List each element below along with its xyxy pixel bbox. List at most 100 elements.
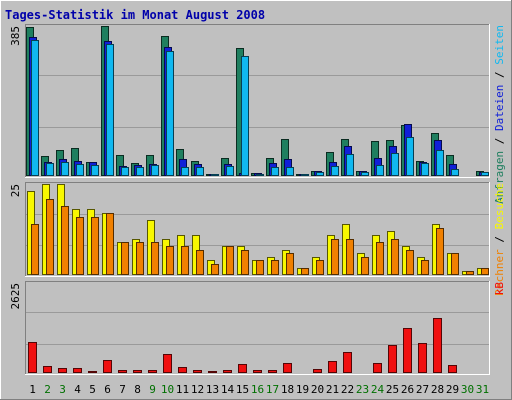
bar-seiten-day-15 (241, 56, 249, 176)
bar-rechner-day-12 (196, 250, 204, 275)
panel-bottom-legend: kB (493, 282, 506, 296)
bar-seiten-day-1 (31, 40, 39, 176)
bar-seiten-day-26 (406, 137, 414, 176)
bar-seiten-day-6 (106, 44, 114, 176)
panel-bottom-background (25, 281, 490, 375)
bar-kb-day-28 (433, 318, 442, 373)
bar-seiten-day-31 (481, 172, 489, 176)
bar-rechner-day-13 (211, 264, 219, 275)
bar-rechner-day-20 (316, 260, 324, 275)
x-tick-label-day-25: 25 (386, 383, 399, 396)
bar-seiten-day-20 (316, 172, 324, 176)
x-tick-label-day-18: 18 (281, 383, 294, 396)
bar-seiten-day-14 (226, 166, 234, 176)
panel-bottom-ymax-label: 2625 (9, 283, 22, 310)
bar-kb-day-14 (223, 370, 232, 373)
x-tick-label-day-1: 1 (29, 383, 36, 396)
bar-seiten-day-5 (91, 165, 99, 176)
bar-kb-day-26 (403, 328, 412, 373)
bar-rechner-day-10 (166, 246, 174, 275)
x-tick-label-day-2: 2 (44, 383, 51, 396)
bar-rechner-day-19 (301, 268, 309, 275)
panel-bottom: 2625 kB (9, 281, 506, 375)
bar-seiten-day-10 (166, 51, 174, 176)
x-tick-label-day-3: 3 (59, 383, 66, 396)
x-tick-label-day-6: 6 (104, 383, 111, 396)
bar-kb-day-13 (208, 371, 217, 373)
bar-rechner-day-11 (181, 246, 189, 275)
bar-rechner-day-2 (46, 199, 54, 275)
x-tick-label-day-9: 9 (149, 383, 156, 396)
panel-top-ymax-label: 385 (9, 26, 22, 46)
bar-rechner-day-30 (466, 271, 474, 275)
x-tick-label-day-11: 11 (176, 383, 189, 396)
panel-top-background (25, 24, 490, 178)
bar-kb-day-11 (178, 367, 187, 373)
bar-rechner-day-24 (376, 242, 384, 275)
bar-seiten-day-23 (361, 172, 369, 176)
bar-rechner-day-27 (421, 260, 429, 275)
x-tick-label-day-4: 4 (74, 383, 81, 396)
bar-kb-day-9 (148, 370, 157, 373)
bar-kb-day-20 (313, 369, 322, 373)
legend-label-kb: kB (493, 282, 506, 296)
x-tick-label-day-12: 12 (191, 383, 204, 396)
bar-rechner-day-26 (406, 250, 414, 275)
legend-label-besuche: Besuche (493, 183, 506, 229)
bar-seiten-day-4 (76, 164, 84, 176)
bar-rechner-day-1 (31, 224, 39, 275)
x-tick-label-day-24: 24 (371, 383, 385, 396)
bar-kb-day-22 (343, 352, 352, 373)
bar-rechner-day-17 (271, 260, 279, 275)
bar-seiten-day-12 (196, 167, 204, 176)
x-tick-label-day-21: 21 (326, 383, 339, 396)
x-tick-label-day-28: 28 (431, 383, 444, 396)
bar-kb-day-24 (373, 363, 382, 373)
x-tick-label-day-16: 16 (251, 383, 264, 396)
bar-kb-day-18 (283, 363, 292, 373)
x-tick-label-day-8: 8 (134, 383, 141, 396)
bar-rechner-day-14 (226, 246, 234, 275)
bar-seiten-day-3 (61, 162, 69, 176)
bar-rechner-day-15 (241, 250, 249, 275)
bar-kb-day-1 (28, 342, 37, 373)
bar-seiten-day-25 (391, 153, 399, 176)
panel-top: 385 Anfragen / Dateien / Seiten (9, 24, 506, 204)
bar-rechner-day-21 (331, 239, 339, 275)
x-tick-label-day-15: 15 (236, 383, 249, 396)
bar-kb-day-5 (88, 371, 97, 373)
bar-kb-day-17 (268, 370, 277, 373)
bar-kb-day-16 (253, 370, 262, 373)
bar-kb-day-10 (163, 354, 172, 373)
bar-rechner-day-8 (136, 242, 144, 275)
bar-kb-day-7 (118, 370, 127, 373)
x-tick-label-day-19: 19 (296, 383, 309, 396)
bar-seiten-day-28 (436, 150, 444, 176)
bar-seiten-day-29 (451, 169, 459, 176)
x-axis-labels: 1 2 3 4 5 6 7 8 9 10 11 12 13 14 15 16 17 18 19 20 21 22 23 24 2… (29, 383, 489, 396)
bar-kb-day-3 (58, 368, 67, 373)
bar-seiten-day-13 (211, 174, 219, 176)
x-tick-label-day-5: 5 (89, 383, 96, 396)
x-tick-label-day-29: 29 (446, 383, 459, 396)
legend-label-anfragen: Anfragen (493, 151, 506, 204)
x-tick-label-day-13: 13 (206, 383, 219, 396)
bar-kb-day-12 (193, 370, 202, 373)
x-tick-label-day-14: 14 (221, 383, 235, 396)
legend-label-seiten: Seiten (493, 25, 506, 65)
chart-title: Tages-Statistik im Monat August 2008 (5, 8, 265, 22)
bar-rechner-day-4 (76, 217, 84, 275)
bar-seiten-day-8 (136, 167, 144, 176)
bar-seiten-day-2 (46, 163, 54, 176)
bar-kb-day-29 (448, 365, 457, 373)
bar-seiten-day-16 (256, 174, 264, 176)
bar-rechner-day-22 (346, 239, 354, 275)
bar-rechner-day-9 (151, 242, 159, 275)
legend-label-rechner: Rechner (493, 249, 506, 296)
x-tick-label-day-23: 23 (356, 383, 369, 396)
x-tick-label-day-26: 26 (401, 383, 414, 396)
panel-middle-legend: Rechner / Besuche (493, 183, 506, 296)
bar-seiten-day-24 (376, 165, 384, 176)
